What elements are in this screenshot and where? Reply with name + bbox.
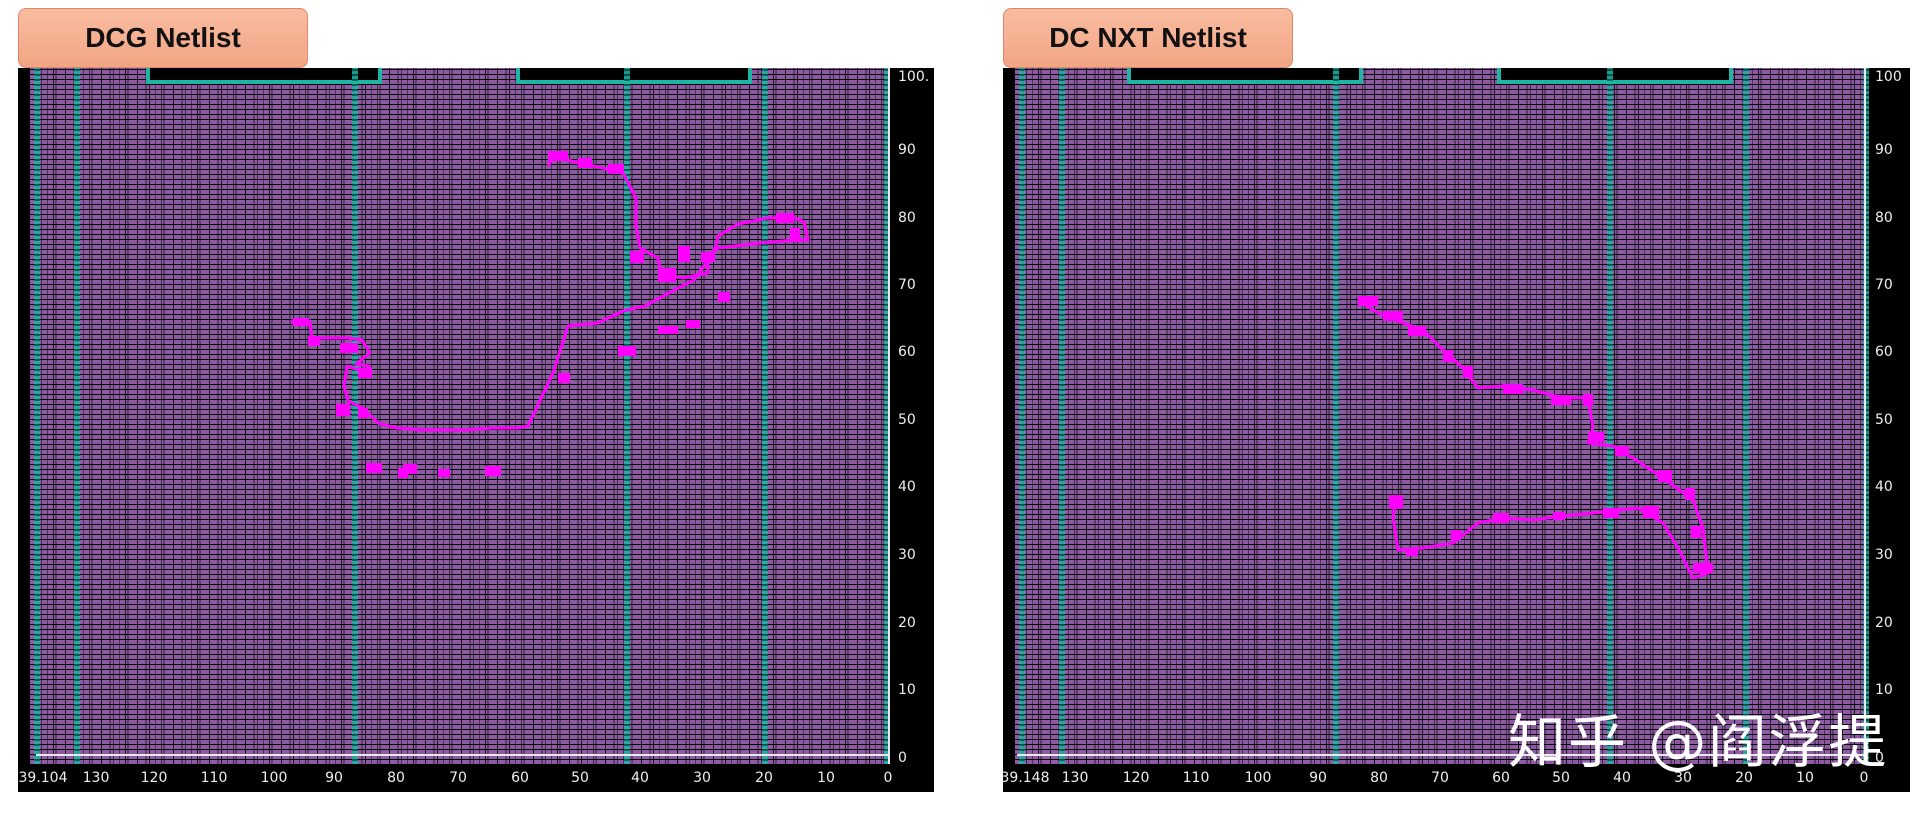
x-tick-label: 80 — [1370, 770, 1388, 786]
y-tick-label: 70 — [898, 277, 916, 293]
x-tick-label: 0 — [1859, 770, 1869, 786]
y-tick-label: 80 — [898, 210, 916, 226]
y-tick-label: 0 — [1875, 750, 1884, 766]
x-tick-label: 90 — [325, 770, 343, 786]
layout-view-dcg[interactable]: 100. 90 80 70 60 50 40 30 20 10 0 39.104… — [18, 68, 934, 792]
power-stripe — [1743, 68, 1749, 764]
y-tick-label: 60 — [898, 344, 916, 360]
x-tick-label: 50 — [571, 770, 589, 786]
x-tick-label: 120 — [1122, 770, 1150, 786]
power-stripe — [884, 68, 890, 764]
y-tick-label: 100 — [1875, 69, 1902, 85]
x-tick-label: 20 — [1735, 770, 1753, 786]
layout-view-dc-nxt[interactable]: 100 90 80 70 60 50 40 30 20 10 0 39.148 … — [1003, 68, 1910, 792]
y-tick-label: 40 — [898, 479, 916, 495]
y-tick-label: 20 — [898, 615, 916, 631]
y-tick-label: 100. — [898, 69, 930, 85]
power-stripe — [624, 68, 630, 764]
power-stripe — [352, 68, 358, 764]
y-tick-label: 30 — [898, 547, 916, 563]
y-tick-label: 60 — [1875, 344, 1893, 360]
x-tick-label: 60 — [1492, 770, 1510, 786]
standard-cell-area — [1015, 68, 1866, 764]
x-tick-label: 100 — [260, 770, 288, 786]
power-stripe — [762, 68, 768, 764]
x-tick-label: 30 — [693, 770, 711, 786]
macro-block — [1127, 68, 1363, 84]
x-tick-label: 30 — [1674, 770, 1692, 786]
x-tick-label: 10 — [1796, 770, 1814, 786]
y-tick-label: 20 — [1875, 615, 1893, 631]
x-axis — [1017, 754, 1866, 756]
x-origin-label: 39.104 — [18, 770, 68, 786]
standard-cell-area — [30, 68, 890, 764]
x-tick-label: 90 — [1309, 770, 1327, 786]
panel-title-dc-nxt: DC NXT Netlist — [1003, 8, 1293, 68]
x-tick-label: 120 — [140, 770, 168, 786]
power-stripe — [74, 68, 80, 764]
y-tick-label: 10 — [1875, 682, 1893, 698]
critical-path-route — [1357, 296, 1713, 580]
y-axis — [888, 68, 890, 764]
x-origin-label: 39.148 — [1003, 770, 1050, 786]
x-tick-label: 10 — [817, 770, 835, 786]
x-tick-label: 0 — [883, 770, 893, 786]
y-tick-label: 0 — [898, 750, 907, 766]
x-tick-label: 110 — [200, 770, 228, 786]
x-tick-label: 50 — [1552, 770, 1570, 786]
power-stripe — [34, 68, 40, 764]
x-axis — [36, 754, 890, 756]
y-tick-label: 90 — [1875, 142, 1893, 158]
power-stripe — [1019, 68, 1025, 764]
macro-block — [1497, 68, 1733, 84]
x-tick-label: 60 — [511, 770, 529, 786]
y-tick-label: 40 — [1875, 479, 1893, 495]
power-stripe — [1059, 68, 1065, 764]
critical-path-route — [290, 151, 810, 478]
panel-title-dcg: DCG Netlist — [18, 8, 308, 68]
x-tick-label: 70 — [449, 770, 467, 786]
x-tick-label: 130 — [82, 770, 110, 786]
x-tick-label: 100 — [1244, 770, 1272, 786]
macro-block — [146, 68, 382, 84]
y-tick-label: 50 — [898, 412, 916, 428]
watermark: 知乎 @阎浮提 — [1508, 708, 1889, 776]
y-axis — [1864, 68, 1866, 764]
macro-block — [516, 68, 752, 84]
y-tick-label: 50 — [1875, 412, 1893, 428]
y-tick-label: 80 — [1875, 210, 1893, 226]
x-tick-label: 80 — [387, 770, 405, 786]
power-stripe — [1607, 68, 1613, 764]
x-tick-label: 40 — [1613, 770, 1631, 786]
x-tick-label: 70 — [1431, 770, 1449, 786]
x-tick-label: 40 — [631, 770, 649, 786]
y-tick-label: 10 — [898, 682, 916, 698]
y-tick-label: 70 — [1875, 277, 1893, 293]
y-tick-label: 90 — [898, 142, 916, 158]
x-tick-label: 20 — [755, 770, 773, 786]
power-stripe — [1333, 68, 1339, 764]
power-stripe — [1863, 68, 1869, 764]
x-tick-label: 110 — [1182, 770, 1210, 786]
y-tick-label: 30 — [1875, 547, 1893, 563]
x-tick-label: 130 — [1061, 770, 1089, 786]
